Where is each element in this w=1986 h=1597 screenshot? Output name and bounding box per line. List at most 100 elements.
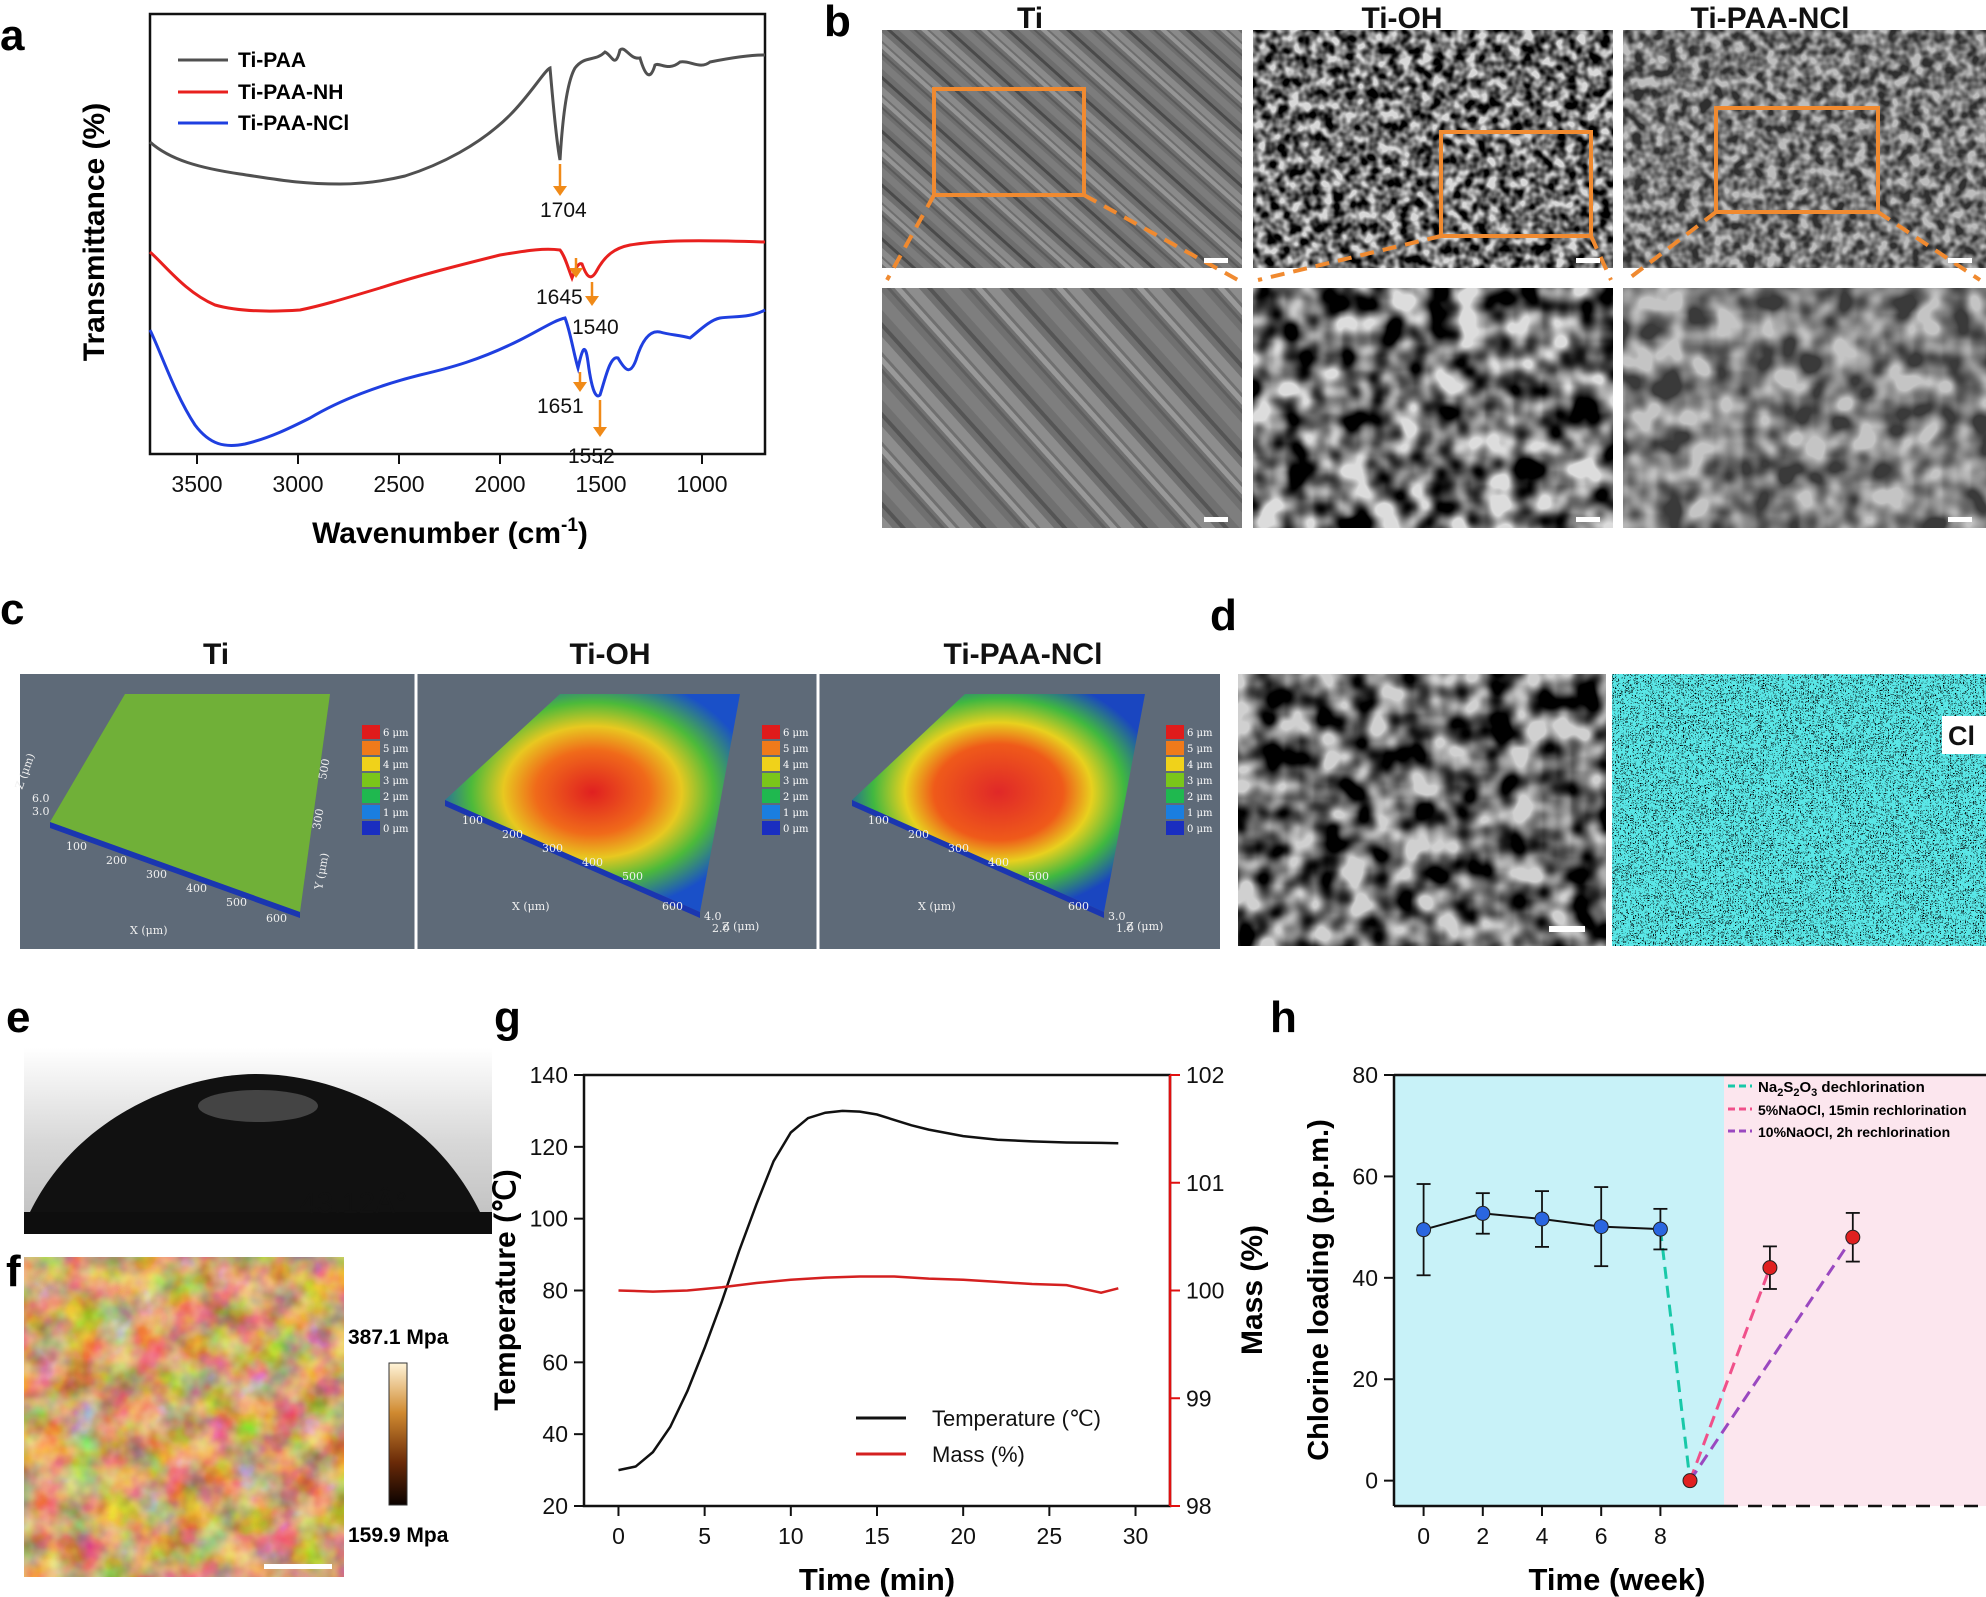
panel-a-label: a (0, 11, 25, 60)
h-point-blue (1593, 1219, 1609, 1235)
h-point-red (1682, 1473, 1698, 1489)
g-ytick-right-label: 100 (1186, 1278, 1224, 1304)
svg-text:200: 200 (502, 828, 523, 841)
svg-text:400: 400 (582, 856, 603, 869)
h-legend: Na2S2O3 dechlorination 5%NaOCl, 15min re… (1728, 1079, 1967, 1140)
panel-e: e 43.12Â° (6, 993, 492, 1234)
h-ytick-label: 20 (1352, 1366, 1378, 1392)
svg-text:X (μm): X (μm) (130, 924, 168, 937)
c-title-ti: Ti (203, 638, 229, 671)
topo-ti-oh-surface (445, 694, 740, 912)
svg-text:100: 100 (868, 814, 889, 827)
a-xtick-2500: 2500 (373, 471, 424, 497)
h-legend-2: 5%NaOCl, 15min rechlorination (1758, 1102, 1967, 1118)
g-xtick-label: 5 (698, 1523, 711, 1549)
c-legend-2 (762, 725, 780, 835)
svg-text:300: 300 (948, 842, 969, 855)
svg-text:400: 400 (988, 856, 1009, 869)
svg-text:500: 500 (622, 870, 643, 883)
svg-text:6 μm: 6 μm (1187, 728, 1213, 739)
panel-a-annotations: 1704 1645 1540 1651 1552 (536, 164, 619, 468)
spectrum-ti-paa-nh (149, 239, 766, 313)
svg-text:6 μm: 6 μm (383, 728, 409, 739)
d-scale-bar (1549, 926, 1585, 932)
svg-text:3 μm: 3 μm (383, 776, 409, 787)
h-point-blue (1652, 1221, 1668, 1237)
sem-ti-top (882, 30, 1242, 268)
g-xtick-label: 10 (778, 1523, 804, 1549)
annot-1540: 1540 (572, 316, 619, 339)
sem-ncl-top (1623, 30, 1986, 268)
e-droplet (30, 1074, 480, 1212)
g-legend-mass: Mass (%) (932, 1442, 1025, 1467)
topo-ncl-surface (852, 694, 1145, 912)
svg-text:5 μm: 5 μm (1187, 744, 1213, 755)
c-title-ti-paa-ncl: Ti-PAA-NCl (944, 638, 1103, 671)
topo-ti-oh-edge (445, 800, 700, 918)
svg-text:300: 300 (146, 868, 167, 881)
legend-ti-paa-ncl: Ti-PAA-NCl (238, 112, 349, 135)
annot-1704: 1704 (540, 199, 587, 222)
h-point-red (1762, 1260, 1778, 1276)
d-cl-map (1612, 674, 1986, 946)
svg-text:2 μm: 2 μm (1187, 792, 1213, 803)
h-xlabel: Time (week) (1529, 1562, 1706, 1597)
a-xtick-2000: 2000 (474, 471, 525, 497)
g-series-mass (618, 1275, 1119, 1294)
a-xtick-3500: 3500 (171, 471, 222, 497)
svg-text:1 μm: 1 μm (783, 808, 809, 819)
f-max-label: 387.1 Mpa (348, 1326, 449, 1349)
zoom-lines (885, 193, 1982, 282)
svg-text:4 μm: 4 μm (783, 760, 809, 771)
h-legend-3: 10%NaOCl, 2h rechlorination (1758, 1124, 1950, 1140)
sem-ti-oh-zoom (1253, 288, 1613, 528)
sem-ti-oh-top (1253, 30, 1613, 268)
panel-a-frame (148, 12, 767, 456)
topo-ncl-edge (852, 800, 1104, 918)
h-dechlorination-line (1658, 1228, 1692, 1481)
zoom-boxes (932, 87, 1880, 238)
h-ylabel: Chlorine loading (p.p.m.) (1303, 1119, 1335, 1461)
panel-d: d Cl (1210, 591, 1986, 946)
d-element-label: Cl (1948, 721, 1975, 751)
spectrum-ti-paa-ncl (148, 308, 766, 448)
svg-text:500: 500 (226, 896, 247, 909)
svg-text:5 μm: 5 μm (383, 744, 409, 755)
panel-a-legend: Ti-PAA Ti-PAA-NH Ti-PAA-NCl (178, 49, 349, 135)
h-xtick-label: 0 (1417, 1523, 1430, 1549)
svg-text:2 μm: 2 μm (783, 792, 809, 803)
svg-text:3 μm: 3 μm (783, 776, 809, 787)
h-xtick-label: 8 (1654, 1523, 1667, 1549)
c-legend-3 (1166, 725, 1184, 835)
svg-text:2 μm: 2 μm (383, 792, 409, 803)
panel-g-label: g (494, 993, 521, 1042)
panel-c: c Ti Ti-OH Ti-PAA-NCl (0, 585, 1220, 949)
g-ylabel-right: Mass (%) (1236, 1225, 1269, 1355)
a-ylabel: Transmittance (%) (78, 103, 111, 361)
h-bg-pink (1724, 1075, 1986, 1506)
scale-bars (1204, 258, 1972, 522)
svg-text:5 μm: 5 μm (783, 744, 809, 755)
topo-ti-surface (50, 694, 330, 912)
svg-text:2.0: 2.0 (712, 922, 730, 935)
svg-text:3.0: 3.0 (32, 805, 50, 818)
svg-text:600: 600 (266, 912, 287, 925)
svg-text:300: 300 (542, 842, 563, 855)
svg-text:3.0: 3.0 (1108, 910, 1126, 923)
panel-d-label: d (1210, 591, 1237, 640)
g-ytick-left-label: 60 (542, 1349, 568, 1375)
panel-a: a Ti-PAA Ti-PAA-NH Ti-PAA-NCl 1704 1645 … (0, 11, 767, 550)
f-afm-image (24, 1257, 344, 1577)
svg-text:400: 400 (186, 882, 207, 895)
annot-1552: 1552 (568, 445, 615, 468)
g-ylabel-left: Temperature (℃) (489, 1169, 522, 1411)
panel-h-label: h (1270, 993, 1297, 1042)
h-xtick-label: 6 (1595, 1523, 1608, 1549)
h-xtick-label: 4 (1536, 1523, 1549, 1549)
g-xtick-label: 0 (612, 1523, 625, 1549)
svg-text:0 μm: 0 μm (783, 824, 809, 835)
svg-text:X (μm): X (μm) (918, 900, 956, 913)
g-ytick-left-label: 40 (542, 1421, 568, 1447)
